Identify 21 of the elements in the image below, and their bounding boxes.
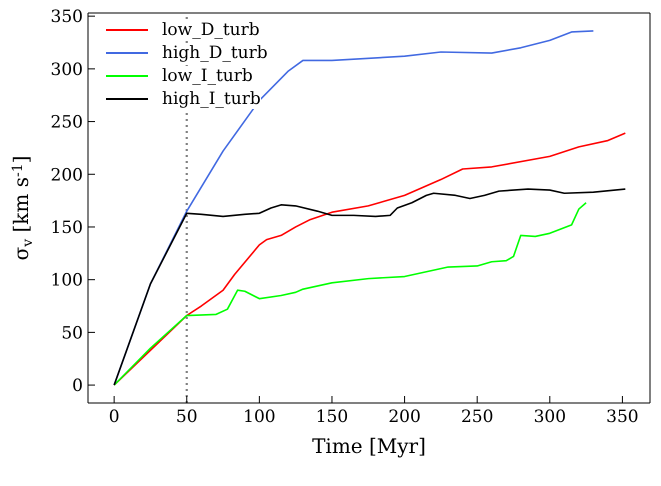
x-tick-label: 50 [176,407,198,428]
y-tick-label: 0 [72,376,83,396]
y-tick-label: 250 [50,112,83,133]
x-tick-label: 0 [108,407,120,428]
x-tick-label: 150 [316,407,348,428]
x-tick-label: 350 [606,407,639,428]
x-tick-label: 250 [460,407,494,428]
y-tick-label: 350 [50,7,83,28]
legend-label: high_I_turb [162,88,261,108]
y-tick-label: 100 [50,270,83,291]
legend-label: low_D_turb [162,20,260,40]
y-tick-label: 300 [50,60,83,80]
y-tick-label: 200 [50,165,83,186]
x-tick-label: 300 [534,407,566,428]
y-tick-label: 150 [50,218,83,238]
x-tick-label: 100 [243,407,276,428]
y-tick-label: 50 [61,323,83,344]
legend-label: low_I_turb [162,66,253,86]
legend-label: high_D_turb [162,42,268,62]
x-axis-title: Time [Myr] [312,434,426,458]
x-tick-label: 200 [388,407,421,428]
